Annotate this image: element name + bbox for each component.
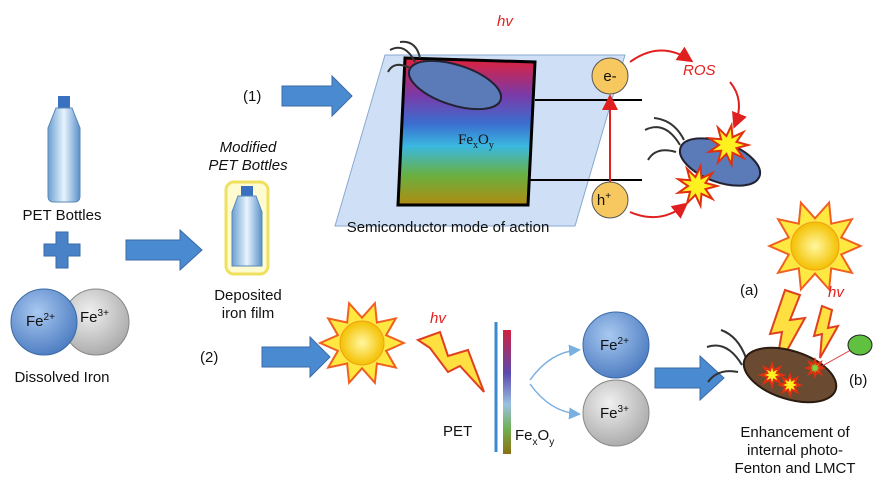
modified-bottle	[226, 182, 268, 274]
oxide-strip	[503, 330, 511, 454]
lightning	[814, 306, 838, 358]
diagram: PET Bottles Fe2+ Fe3+ Dissolved Iron Mod…	[0, 0, 873, 479]
label: y	[549, 437, 554, 448]
sun	[320, 303, 404, 383]
label: FexOy	[515, 427, 554, 448]
label: hv	[430, 310, 447, 327]
label: Modified	[220, 139, 277, 156]
caption: Semiconductor mode of action	[347, 219, 550, 236]
flagella	[645, 118, 684, 160]
label: 3+	[98, 308, 110, 319]
arrow	[530, 384, 578, 414]
label: O	[538, 427, 550, 444]
label: +	[605, 191, 611, 202]
particle	[848, 335, 872, 355]
sun	[769, 203, 860, 290]
label: Fe	[26, 313, 44, 330]
label: 2+	[618, 336, 630, 347]
sun-core	[340, 321, 384, 365]
label: Deposited	[214, 287, 282, 304]
starburst	[761, 364, 783, 386]
caption: internal photo-	[747, 442, 843, 459]
label: Fe	[600, 337, 618, 354]
label: hv	[828, 284, 845, 301]
arrow	[630, 205, 685, 217]
label: iron film	[222, 305, 275, 322]
label: Fe	[458, 132, 473, 148]
label: y	[489, 140, 494, 151]
label: O	[478, 132, 489, 148]
label: hv	[497, 13, 514, 30]
lightning	[418, 332, 484, 392]
label: PET	[443, 423, 472, 440]
label: h	[597, 192, 605, 209]
label: Fe	[600, 405, 618, 422]
label: 2+	[44, 312, 56, 323]
caption: Fenton and LMCT	[735, 460, 856, 477]
label: Fe	[515, 427, 533, 444]
label: Dissolved Iron	[14, 369, 109, 386]
caption: Enhancement of	[740, 424, 850, 441]
label: (b)	[849, 372, 867, 389]
label: (2)	[200, 349, 218, 366]
label: e-	[603, 68, 616, 85]
pet-bottle	[48, 96, 80, 202]
label: (a)	[740, 282, 758, 299]
arrow	[655, 356, 724, 400]
label: (1)	[243, 88, 261, 105]
starburst	[780, 375, 800, 395]
arrow	[126, 230, 202, 270]
label: PET Bottles	[208, 157, 288, 174]
plus-sign	[44, 232, 80, 268]
arrow	[730, 82, 739, 125]
arrow	[630, 50, 690, 62]
arrow	[282, 76, 352, 116]
sun-core	[791, 222, 839, 270]
arrow	[530, 350, 578, 380]
label: PET Bottles	[23, 207, 102, 224]
label: 3+	[618, 404, 630, 415]
label: ROS	[683, 62, 716, 79]
label: Fe	[80, 309, 98, 326]
starburst	[807, 360, 823, 376]
